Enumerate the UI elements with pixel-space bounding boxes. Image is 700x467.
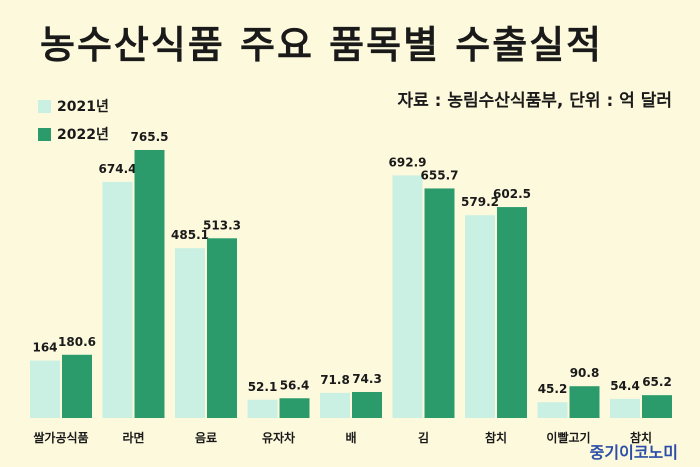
category-label-8: 참치	[630, 430, 652, 445]
data-label-2022-0: 180.6	[58, 335, 96, 349]
bar-2022-6	[497, 207, 527, 418]
data-label-2021-1: 674.4	[99, 162, 137, 176]
category-label-2: 음료	[195, 430, 217, 445]
data-label-2022-6: 602.5	[493, 187, 531, 201]
bar-2022-4	[352, 391, 382, 418]
data-label-2021-6: 579.2	[461, 195, 499, 209]
legend: 2021년 2022년	[38, 96, 109, 152]
bar-2022-1	[134, 150, 165, 418]
source-note: 자료 : 농림수산식품부, 단위 : 억 달러	[397, 91, 672, 111]
data-label-2021-7: 45.2	[538, 382, 568, 396]
category-label-6: 참치	[485, 430, 507, 445]
bar-2021-2	[175, 248, 205, 418]
legend-label-2022: 2022년	[57, 127, 109, 143]
data-label-2022-3: 56.4	[280, 378, 310, 392]
data-label-2021-2: 485.1	[171, 228, 209, 242]
bar-2022-0	[62, 354, 92, 418]
page-title: 농수산식품 주요 품목별 수출실적	[40, 23, 604, 67]
bar-2021-5	[392, 175, 423, 418]
legend-item-2022: 2022년	[38, 124, 109, 144]
category-label-1: 라면	[122, 430, 144, 445]
bar-2021-7	[537, 402, 568, 418]
data-label-2021-3: 52.1	[248, 380, 278, 394]
category-label-5: 김	[418, 430, 429, 445]
data-label-2021-5: 692.9	[389, 155, 427, 169]
data-label-2022-1: 765.5	[131, 130, 169, 144]
legend-label-2021: 2021년	[57, 99, 109, 115]
data-label-2022-7: 90.8	[570, 366, 600, 380]
data-label-2022-2: 513.3	[203, 218, 241, 232]
data-label-2022-8: 65.2	[642, 375, 672, 389]
category-label-4: 배	[345, 430, 356, 445]
bar-2022-3	[279, 398, 310, 418]
legend-item-2021: 2021년	[38, 96, 109, 116]
bar-2021-3	[247, 399, 278, 418]
brand-logo: 중기이코노미	[589, 443, 678, 462]
category-label-3: 유자차	[262, 430, 295, 445]
category-label-7: 이빨고기	[546, 430, 590, 445]
bar-2021-8	[610, 398, 640, 418]
data-label-2021-8: 54.4	[610, 379, 640, 393]
data-label-2022-4: 74.3	[352, 372, 382, 386]
data-label-2022-5: 655.7	[421, 168, 459, 182]
legend-swatch-2022	[38, 127, 51, 141]
data-label-2021-0: 164	[32, 341, 57, 355]
bar-2022-2	[207, 238, 237, 418]
legend-swatch-2021	[38, 99, 51, 113]
data-label-2021-4: 71.8	[320, 373, 350, 387]
bar-2021-6	[465, 215, 495, 418]
bar-2021-0	[30, 360, 60, 418]
bar-2022-7	[569, 386, 600, 418]
category-label-0: 쌀가공식품	[33, 430, 88, 445]
bar-2021-4	[320, 392, 350, 418]
bar-2022-5	[424, 188, 455, 418]
bar-2022-8	[642, 395, 672, 418]
bar-2021-1	[102, 181, 133, 418]
